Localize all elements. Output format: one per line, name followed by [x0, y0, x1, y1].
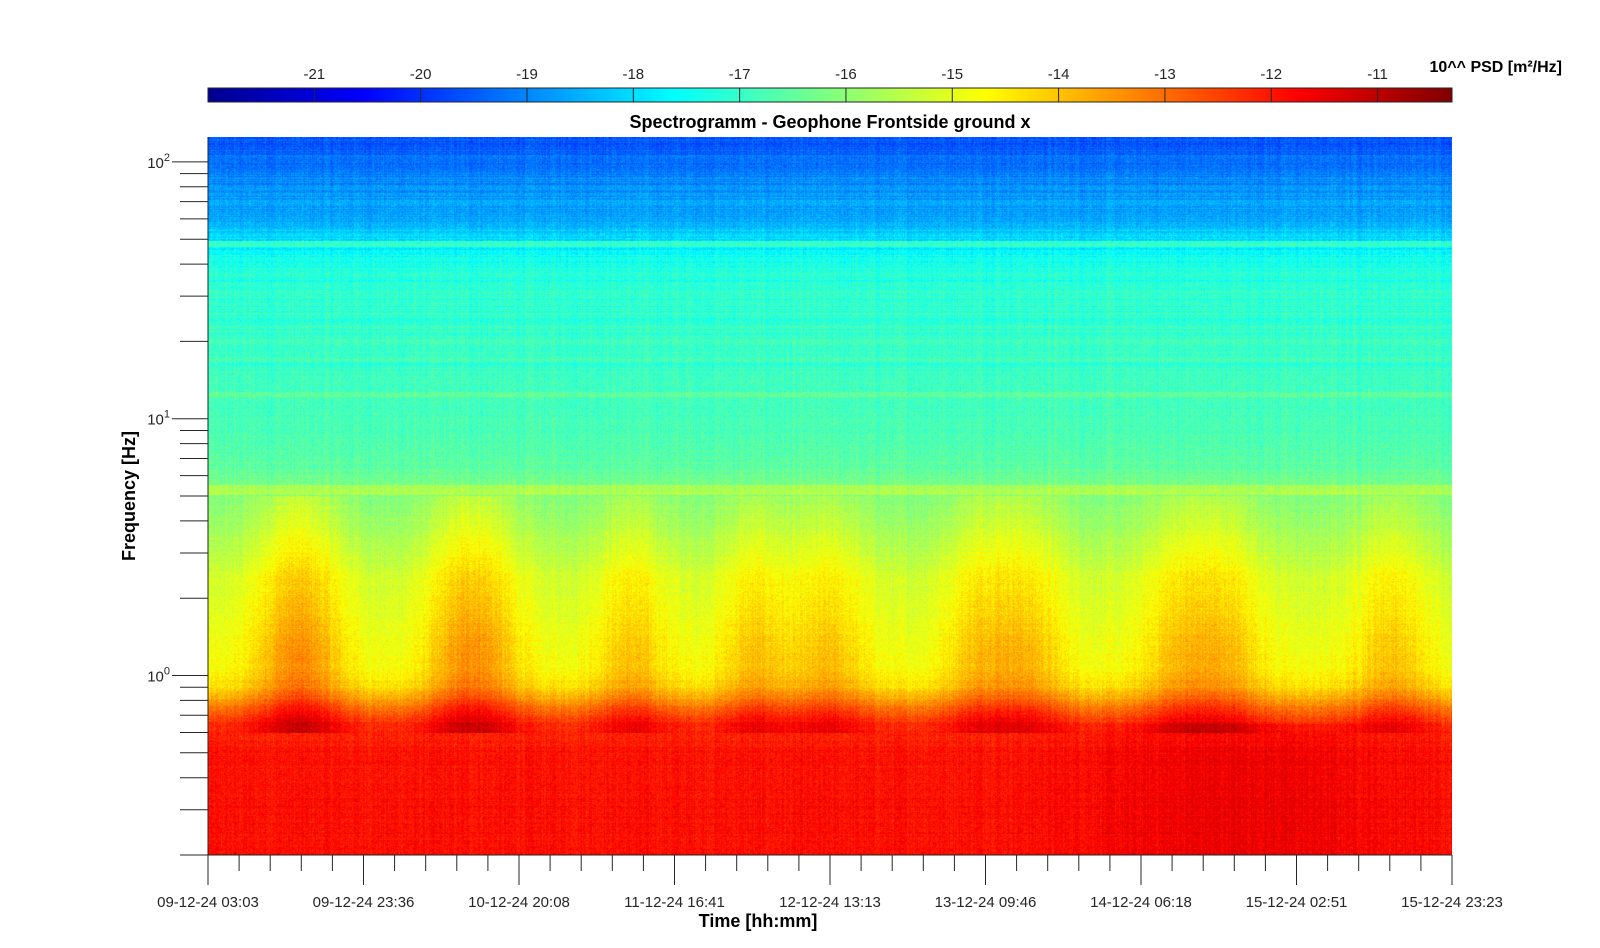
colorbar-tick-label: -18 [622, 66, 644, 83]
colorbar-tick-label: -16 [835, 66, 857, 83]
x-tick-label: 09-12-24 23:36 [313, 894, 415, 911]
colorbar-ticks: -21 -20 -19 -18 -17 -16 -15 -14 -13 -12 -11 [303, 66, 1388, 102]
colorbar-tick-label: -20 [410, 66, 432, 83]
y-tick-label: 101 [147, 409, 170, 429]
plot-area [208, 137, 1452, 855]
x-tick-label: 14-12-24 06:18 [1090, 894, 1192, 911]
colorbar: -21 -20 -19 -18 -17 -16 -15 -14 -13 -12 -11 10^^ P… [207, 59, 1562, 103]
colorbar-tick-label: -19 [516, 66, 538, 83]
chart-title: Spectrogramm - Geophone Frontside ground… [629, 112, 1030, 132]
x-axis-label: Time [hh:mm] [699, 911, 818, 931]
x-tick-label: 15-12-24 02:51 [1246, 894, 1348, 911]
colorbar-tick-label: -13 [1154, 66, 1176, 83]
x-tick-label: 09-12-24 03:03 [157, 894, 259, 911]
y-axis: 100 101 102 [147, 137, 209, 856]
y-axis-label: Frequency [Hz] [119, 431, 139, 561]
x-axis: 09-12-24 03:03 09-12-24 23:36 10-12-24 20:… [157, 854, 1503, 911]
colorbar-tick-label: -21 [303, 66, 325, 83]
colorbar-label: 10^^ PSD [m²/Hz] [1430, 59, 1562, 76]
colorbar-tick-label: -11 [1367, 66, 1388, 83]
x-tick-label: 12-12-24 13:13 [779, 894, 881, 911]
colorbar-gradient [207, 87, 1453, 103]
x-tick-label: 10-12-24 20:08 [468, 894, 570, 911]
colorbar-tick-label: -12 [1260, 66, 1282, 83]
x-tick-label: 15-12-24 23:23 [1401, 894, 1503, 911]
y-tick-label: 100 [147, 666, 170, 686]
x-tick-label: 13-12-24 09:46 [935, 894, 1037, 911]
colorbar-tick-label: -17 [729, 66, 751, 83]
x-tick-label: 11-12-24 16:41 [624, 894, 725, 911]
y-tick-label: 102 [147, 152, 170, 172]
colorbar-tick-label: -15 [941, 66, 963, 83]
colorbar-tick-label: -14 [1048, 66, 1070, 83]
